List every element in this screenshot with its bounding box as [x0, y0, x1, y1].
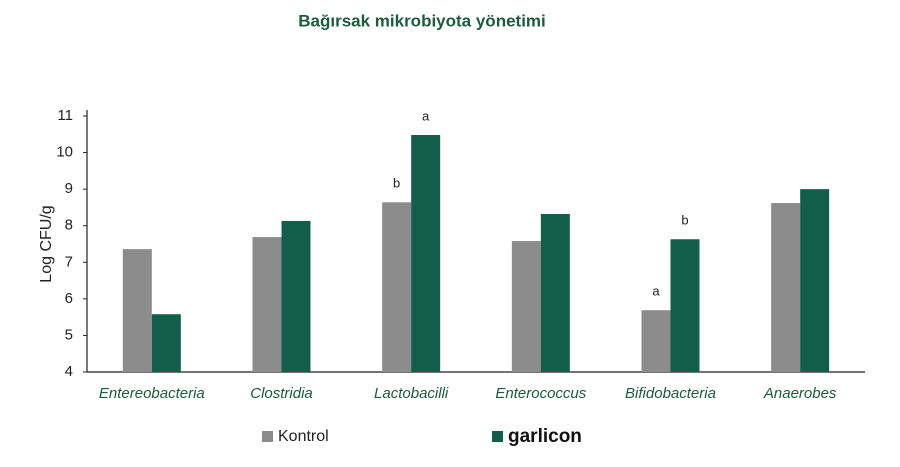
- x-tick-label: Bifidobacteria: [625, 385, 716, 402]
- y-tick-label: 4: [65, 363, 73, 380]
- legend-swatch: [262, 431, 273, 442]
- x-tick-label: Enterococcus: [495, 385, 586, 402]
- bar: [771, 203, 801, 372]
- y-tick-label: 7: [65, 253, 73, 270]
- bar: [151, 314, 181, 372]
- bar: [252, 237, 282, 372]
- y-tick-label: 6: [65, 290, 73, 307]
- bar: [281, 220, 311, 372]
- y-tick-label: 8: [65, 217, 73, 234]
- y-axis-label: Log CFU/g: [38, 205, 55, 282]
- x-tick-label: Lactobacilli: [374, 385, 449, 402]
- significance-label: a: [422, 108, 430, 123]
- significance-label: b: [681, 213, 688, 228]
- significance-label: a: [652, 284, 660, 299]
- legend-label: garlicon: [508, 426, 582, 447]
- y-tick-label: 11: [57, 107, 73, 124]
- x-tick-label: Anaerobes: [763, 385, 837, 402]
- bar: [511, 241, 541, 372]
- bar: [670, 239, 700, 372]
- bar: [122, 249, 152, 372]
- bar: [411, 135, 441, 372]
- x-tick-label: Clostridia: [250, 385, 313, 402]
- y-tick-label: 9: [65, 180, 73, 197]
- chart-title: Bağırsak mikrobiyota yönetimi: [298, 11, 546, 30]
- bar: [641, 310, 671, 372]
- bar: [800, 189, 830, 372]
- y-tick-label: 5: [65, 326, 73, 343]
- legend-swatch: [492, 431, 503, 442]
- y-tick-label: 10: [56, 144, 73, 161]
- bar: [382, 202, 412, 372]
- legend-label: Kontrol: [278, 428, 329, 445]
- bar: [540, 214, 570, 372]
- significance-label: b: [393, 176, 400, 191]
- x-tick-label: Entereobacteria: [99, 385, 205, 402]
